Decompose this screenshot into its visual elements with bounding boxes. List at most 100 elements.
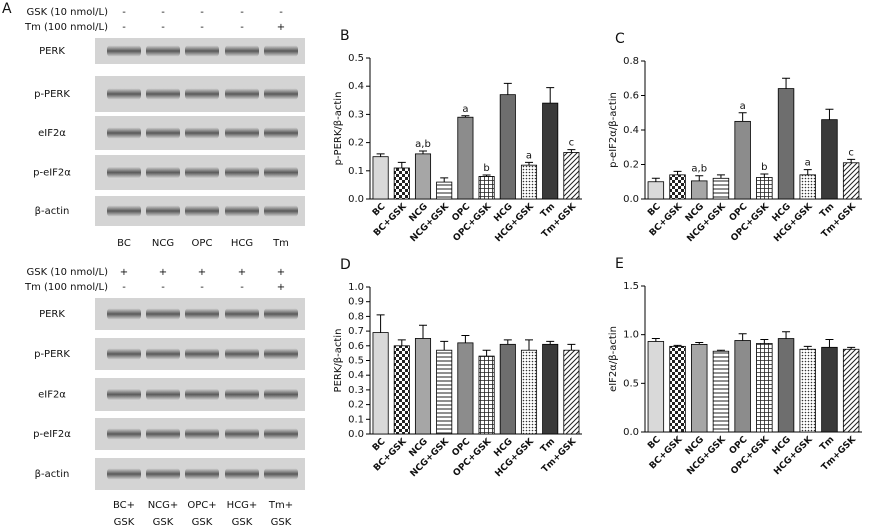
error-bar	[376, 314, 385, 333]
bar	[647, 181, 665, 200]
lane-label: GSK	[192, 517, 213, 528]
error-bar	[482, 174, 491, 177]
bar	[414, 338, 432, 435]
significance-label: a	[526, 150, 532, 161]
y-tick-label: 0.4	[348, 370, 364, 381]
error-bar	[738, 112, 747, 122]
blot-band	[107, 88, 141, 100]
y-tick-label: 1.0	[348, 282, 364, 293]
error-bar	[525, 339, 533, 351]
significance-label: c	[848, 147, 854, 158]
error-bar	[397, 339, 406, 346]
bar	[734, 340, 751, 433]
y-tick-label: 0.8	[348, 311, 364, 322]
blot-band	[225, 45, 259, 57]
treatment-label: Tm (100 nmol/L)	[24, 22, 108, 33]
x-tick-label: Tm	[539, 437, 557, 455]
blot-band	[225, 348, 259, 360]
bar	[756, 177, 773, 200]
error-bar	[440, 177, 449, 183]
blot-band	[225, 166, 259, 179]
bar	[457, 116, 474, 200]
treatment-mark: -	[161, 22, 165, 33]
bar	[393, 345, 410, 435]
treatment-label: GSK (10 nmol/L)	[27, 7, 109, 18]
lane-label: HCG	[231, 238, 253, 249]
error-bar	[716, 349, 725, 352]
error-bar	[651, 177, 660, 182]
bar	[520, 349, 538, 435]
bar	[842, 162, 860, 200]
y-tick-label: 0.1	[348, 166, 364, 177]
blot-band	[185, 166, 219, 179]
bar	[691, 343, 708, 433]
x-tick-label: Tm	[818, 435, 836, 453]
lane-label: GSK	[114, 517, 135, 528]
blot-band	[107, 428, 141, 440]
bar	[542, 343, 559, 435]
x-tick-label: BC	[371, 437, 388, 454]
error-bar	[567, 149, 576, 153]
y-tick-label: 0.5	[348, 53, 364, 64]
panel-letter: D	[340, 257, 351, 273]
y-axis-title: eIF2α/β-actin	[608, 326, 619, 392]
bar	[414, 153, 432, 200]
bar	[393, 167, 410, 200]
blot-band	[264, 388, 298, 401]
blot-band	[225, 388, 259, 401]
x-tick-label: Tm	[539, 202, 557, 220]
error-bar	[847, 346, 856, 350]
bar	[499, 94, 516, 200]
treatment-mark: -	[240, 282, 244, 293]
bar	[542, 102, 559, 200]
bar	[499, 343, 516, 435]
y-tick-label: 0.9	[348, 297, 364, 308]
error-bar	[716, 174, 725, 179]
bar	[712, 350, 730, 433]
blot-band	[185, 428, 219, 440]
y-tick-label: 0.5	[623, 378, 639, 389]
error-bar	[503, 82, 512, 95]
error-bar	[738, 333, 747, 341]
blot-band	[185, 127, 219, 139]
treatment-mark: -	[200, 22, 204, 33]
lane-label: OPC	[192, 238, 213, 249]
protein-label: p-eIF2α	[33, 168, 71, 179]
bar	[821, 346, 838, 433]
error-bar	[760, 339, 769, 344]
error-bar	[695, 341, 704, 345]
y-tick-label: 0.8	[623, 56, 639, 67]
lane-label: HCG+	[227, 500, 258, 511]
protein-label: eIF2α	[38, 390, 66, 401]
treatment-mark: -	[200, 282, 204, 293]
blot-band	[225, 468, 259, 480]
blot-band	[107, 127, 141, 139]
bar	[821, 119, 838, 200]
bar	[372, 332, 389, 435]
blot-band	[225, 428, 259, 440]
lane-label: OPC+	[187, 500, 216, 511]
treatment-mark: +	[159, 267, 167, 278]
y-tick-label: 0.3	[348, 109, 364, 120]
blot-band	[264, 127, 298, 139]
y-tick-label: 0.7	[348, 326, 364, 337]
error-bar	[419, 150, 427, 154]
bar	[478, 176, 495, 200]
blot-band	[146, 45, 180, 57]
blot-band	[185, 308, 219, 320]
error-bar	[525, 161, 533, 166]
treatment-mark: -	[240, 22, 244, 33]
blot-band	[185, 205, 219, 217]
bar	[563, 349, 580, 435]
significance-label: a,b	[691, 164, 707, 175]
blot-band	[225, 127, 259, 139]
error-bar	[782, 331, 791, 339]
bar	[712, 177, 730, 200]
treatment-mark: +	[120, 267, 128, 278]
blot-band	[185, 348, 219, 360]
error-bar	[440, 340, 449, 351]
treatment-mark: -	[279, 7, 283, 18]
bar	[842, 348, 860, 433]
blot-band	[107, 166, 141, 179]
protein-label: PERK	[39, 309, 65, 320]
